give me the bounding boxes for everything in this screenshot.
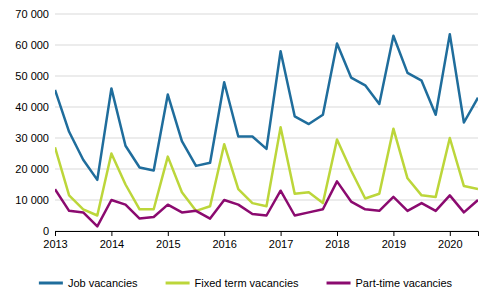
grid-line — [55, 45, 478, 46]
legend-swatch — [39, 282, 63, 285]
y-tick-label: 50 000 — [15, 70, 49, 82]
y-tick-label: 60 000 — [15, 39, 49, 51]
x-tick: 2018 — [325, 231, 349, 250]
y-axis-line — [55, 15, 56, 232]
x-tick-label: 2018 — [325, 238, 349, 250]
y-tick: 60 000 — [15, 39, 55, 51]
x-tick: 2014 — [100, 231, 124, 250]
x-tick-mark — [168, 231, 169, 236]
x-tick: 2019 — [382, 231, 406, 250]
x-tick-label: 2014 — [100, 238, 124, 250]
x-tick-mark — [224, 231, 225, 236]
x-tick-label: 2013 — [43, 238, 67, 250]
grid-line — [55, 138, 478, 139]
series-line — [55, 34, 478, 180]
x-tick: 2013 — [43, 231, 67, 250]
legend-label: Part-time vacancies — [356, 277, 453, 289]
x-tick-mark — [111, 231, 112, 236]
legend-swatch — [166, 282, 190, 285]
legend-swatch — [327, 282, 351, 285]
x-tick: 2015 — [156, 231, 180, 250]
x-tick-mark — [337, 231, 338, 236]
y-tick: 50 000 — [15, 70, 55, 82]
y-tick: 10 000 — [15, 194, 55, 206]
x-axis: 2013 2014 2015 2016 2017 2018 2019 2020 — [43, 231, 478, 250]
y-tick-label: 20 000 — [15, 163, 49, 175]
y-tick: 30 000 — [15, 132, 55, 144]
legend-item: Job vacancies — [39, 277, 138, 289]
x-tick: 2016 — [212, 231, 236, 250]
x-tick-mark — [281, 231, 282, 236]
series-line — [55, 181, 478, 226]
y-tick-label: 70 000 — [15, 8, 49, 20]
x-tick-label: 2020 — [438, 238, 462, 250]
x-tick-label: 2015 — [156, 238, 180, 250]
x-tick-label: 2019 — [382, 238, 406, 250]
x-tick-mark — [55, 231, 56, 236]
x-tick-label: 2016 — [212, 238, 236, 250]
legend-label: Job vacancies — [68, 277, 138, 289]
x-tick: 2017 — [269, 231, 293, 250]
legend: Job vacancies Fixed term vacancies Part-ti… — [39, 277, 453, 289]
x-tick-mark — [450, 231, 451, 236]
plot: 0 10 000 20 000 30 000 40 000 50 000 60 000 70 … — [15, 8, 478, 250]
y-tick-label: 10 000 — [15, 194, 49, 206]
y-tick-label: 30 000 — [15, 132, 49, 144]
grid-line — [55, 107, 478, 108]
series-group — [55, 34, 478, 226]
grid — [55, 14, 478, 231]
x-tick-mark — [393, 231, 394, 236]
legend-label: Fixed term vacancies — [195, 277, 299, 289]
y-tick: 20 000 — [15, 163, 55, 175]
legend-item: Part-time vacancies — [327, 277, 453, 289]
y-tick: 0 — [43, 225, 55, 237]
y-axis: 0 10 000 20 000 30 000 40 000 50 000 60 000 70 … — [15, 8, 55, 237]
grid-line — [55, 14, 478, 15]
legend-item: Fixed term vacancies — [166, 277, 299, 289]
y-tick-label: 40 000 — [15, 101, 49, 113]
y-tick-label: 0 — [43, 225, 49, 237]
y-tick: 40 000 — [15, 101, 55, 113]
chart: 0 10 000 20 000 30 000 40 000 50 000 60 000 70 … — [0, 0, 491, 303]
y-tick: 70 000 — [15, 8, 55, 20]
x-tick: 2020 — [438, 231, 462, 250]
x-axis-line — [56, 232, 479, 237]
x-tick-label: 2017 — [269, 238, 293, 250]
